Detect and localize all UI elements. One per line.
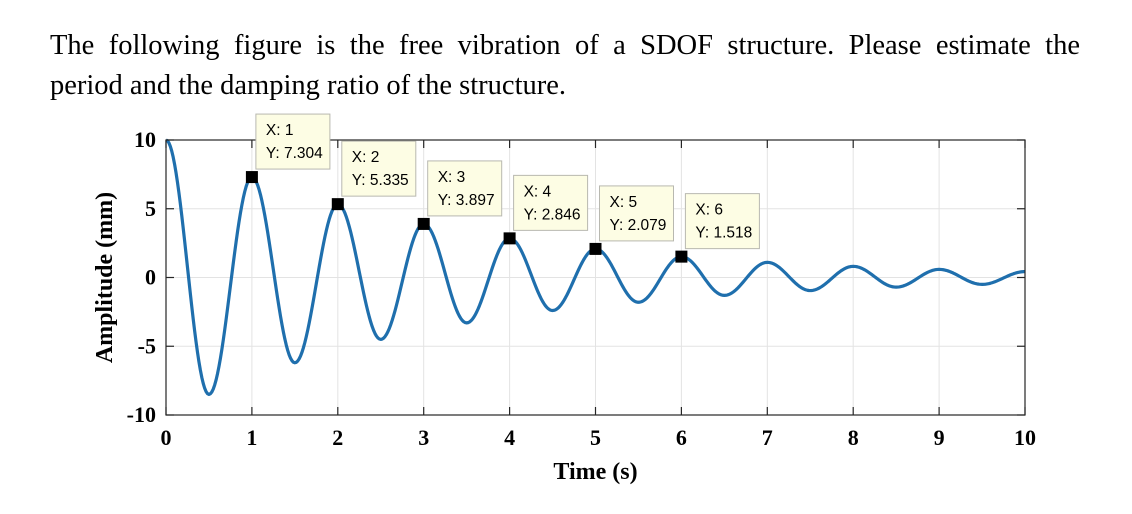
datatip-marker [245,171,258,184]
datatip-x-label: X: 2 [352,149,380,166]
datatip-marker [503,232,516,245]
x-tick-label: 1 [246,425,257,450]
y-axis-title: Amplitude (mm) [92,192,118,363]
y-tick-label: 10 [134,127,156,152]
datatip-box [341,140,417,197]
datatip-marker [331,198,344,211]
datatip-x-label: X: 4 [524,183,552,200]
datatip-box [255,113,331,170]
datatip-box [684,193,760,250]
datatip-y-label: Y: 2.846 [524,206,581,223]
datatip-marker [675,250,688,263]
datatip-x-label: X: 1 [266,122,294,139]
x-tick-label: 9 [934,425,945,450]
x-tick-label: 6 [676,425,687,450]
datatip-x-label: X: 3 [438,169,466,186]
datatip-y-label: Y: 1.518 [695,225,752,242]
x-axis-title: Time (s) [553,459,637,485]
datatip-x-label: X: 5 [610,194,638,211]
datatip: X: 3 Y: 3.897 [417,160,503,230]
y-tick-label: 0 [145,265,156,290]
x-tick-label: 8 [848,425,859,450]
x-tick-label: 0 [161,425,172,450]
x-tick-label: 7 [762,425,773,450]
x-tick-label: 5 [590,425,601,450]
datatip-box [427,160,503,217]
datatip: X: 4 Y: 2.846 [503,174,589,245]
grid-lines [165,139,1026,416]
datatip-box [513,174,589,231]
x-tick-label: 3 [418,425,429,450]
x-tick-label: 10 [1014,425,1036,450]
question-line-1: The following figure is the free vibrati… [50,30,1080,61]
datatip-marker [417,217,430,230]
y-tick-label: -5 [138,333,156,358]
datatip-y-label: Y: 7.304 [266,145,323,162]
datatip-marker [589,242,602,255]
y-tick-label: 5 [145,196,156,221]
datatip-box [599,185,674,242]
y-tick-label: -10 [127,402,156,427]
tick-labels: 0 1 2 3 4 5 6 7 8 9 10 10 5 0 -5 -10 [127,127,1036,450]
datatip-y-label: Y: 3.897 [438,192,495,209]
question-text: The following figure is the free vibrati… [50,26,1080,106]
x-tick-label: 4 [504,425,515,450]
ticks [165,139,1026,416]
datatips: X: 1 Y: 7.304 X: 2 Y: 5.335 X: 3 Y: 3.897 X: 4… [245,113,760,263]
x-tick-label: 2 [332,425,343,450]
datatip-y-label: Y: 5.335 [352,172,409,189]
datatip: X: 6 Y: 1.518 [675,193,760,263]
datatip-x-label: X: 6 [695,202,723,219]
datatip: X: 2 Y: 5.335 [331,140,417,211]
question-line-2: period and the damping ratio of the stru… [50,70,567,101]
datatip: X: 5 Y: 2.079 [589,185,674,255]
datatip-y-label: Y: 2.079 [610,217,667,234]
datatip: X: 1 Y: 7.304 [245,113,331,184]
